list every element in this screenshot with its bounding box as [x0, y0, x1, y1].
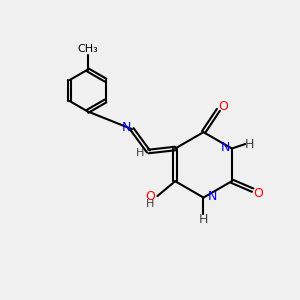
Text: O: O: [218, 100, 228, 113]
Text: CH₃: CH₃: [77, 44, 98, 54]
Text: H: H: [136, 148, 144, 158]
Text: H: H: [245, 138, 254, 151]
Text: H: H: [199, 213, 208, 226]
Text: O: O: [145, 190, 155, 202]
Text: O: O: [254, 187, 263, 200]
Text: N: N: [221, 140, 230, 154]
Text: N: N: [122, 121, 131, 134]
Text: N: N: [208, 190, 217, 202]
Text: H: H: [146, 200, 154, 209]
